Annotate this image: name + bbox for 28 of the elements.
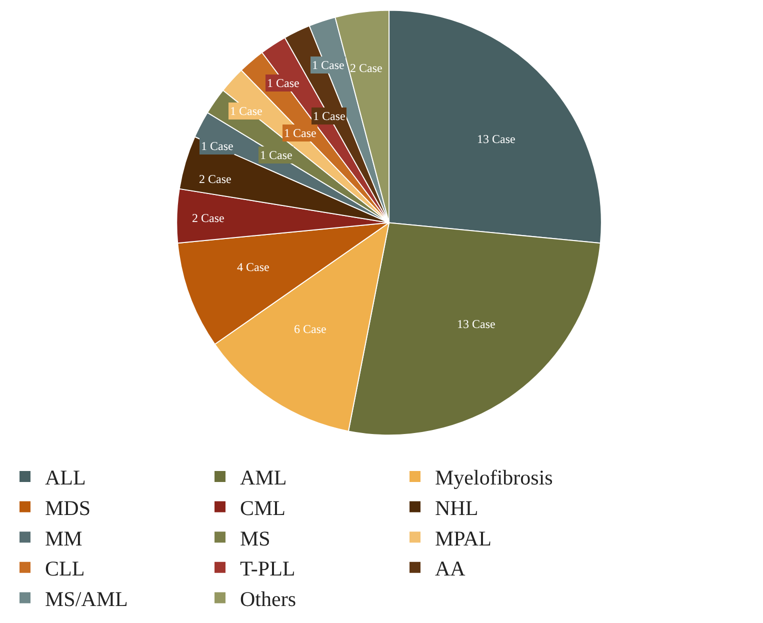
legend-label: CLL bbox=[45, 556, 85, 581]
data-label: 1 Case bbox=[312, 58, 344, 72]
legend-label: NHL bbox=[435, 496, 478, 520]
data-label: 1 Case bbox=[284, 126, 316, 140]
legend-label: ALL bbox=[45, 466, 86, 490]
legend-label: T-PLL bbox=[240, 556, 296, 581]
data-label: 2 Case bbox=[192, 211, 224, 225]
data-label: 1 Case bbox=[201, 139, 234, 153]
data-label: 2 Case bbox=[350, 61, 382, 75]
data-label: 13 Case bbox=[457, 317, 496, 331]
legend-label: MDS bbox=[45, 496, 91, 520]
legend-label: Others bbox=[240, 586, 296, 611]
legend-label: MPAL bbox=[435, 526, 492, 550]
data-label: 1 Case bbox=[313, 109, 346, 123]
legend-label: MS bbox=[240, 526, 270, 550]
legend-label: AA bbox=[435, 556, 466, 581]
data-label: 2 Case bbox=[199, 172, 232, 186]
legend-label: MS/AML bbox=[45, 586, 128, 611]
legend-label: CML bbox=[240, 496, 286, 520]
legend-label: MM bbox=[45, 526, 83, 550]
data-label: 4 Case bbox=[237, 260, 270, 274]
data-label: 6 Case bbox=[294, 322, 326, 336]
legend-label: Myelofibrosis bbox=[435, 466, 553, 490]
data-label: 1 Case bbox=[267, 76, 300, 90]
legend-label: AML bbox=[240, 466, 287, 490]
data-label: 1 Case bbox=[260, 148, 292, 162]
data-label: 1 Case bbox=[230, 104, 262, 118]
data-label: 13 Case bbox=[477, 132, 516, 146]
